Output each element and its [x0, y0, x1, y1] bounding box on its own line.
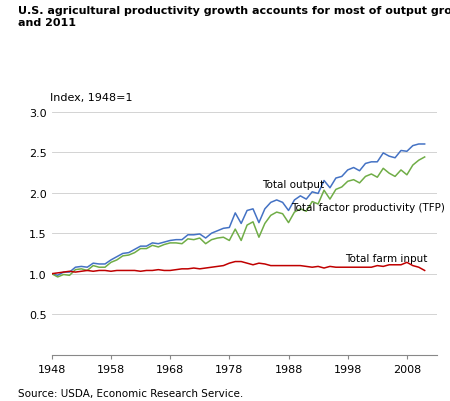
- Text: and 2011: and 2011: [18, 18, 76, 28]
- Text: Total output: Total output: [262, 180, 324, 190]
- Text: Index, 1948=1: Index, 1948=1: [50, 92, 132, 102]
- Text: Total farm input: Total farm input: [345, 253, 427, 263]
- Text: U.S. agricultural productivity growth accounts for most of output growth between: U.S. agricultural productivity growth ac…: [18, 6, 450, 16]
- Text: Source: USDA, Economic Research Service.: Source: USDA, Economic Research Service.: [18, 388, 243, 398]
- Text: Total factor productivity (TFP): Total factor productivity (TFP): [292, 203, 446, 213]
